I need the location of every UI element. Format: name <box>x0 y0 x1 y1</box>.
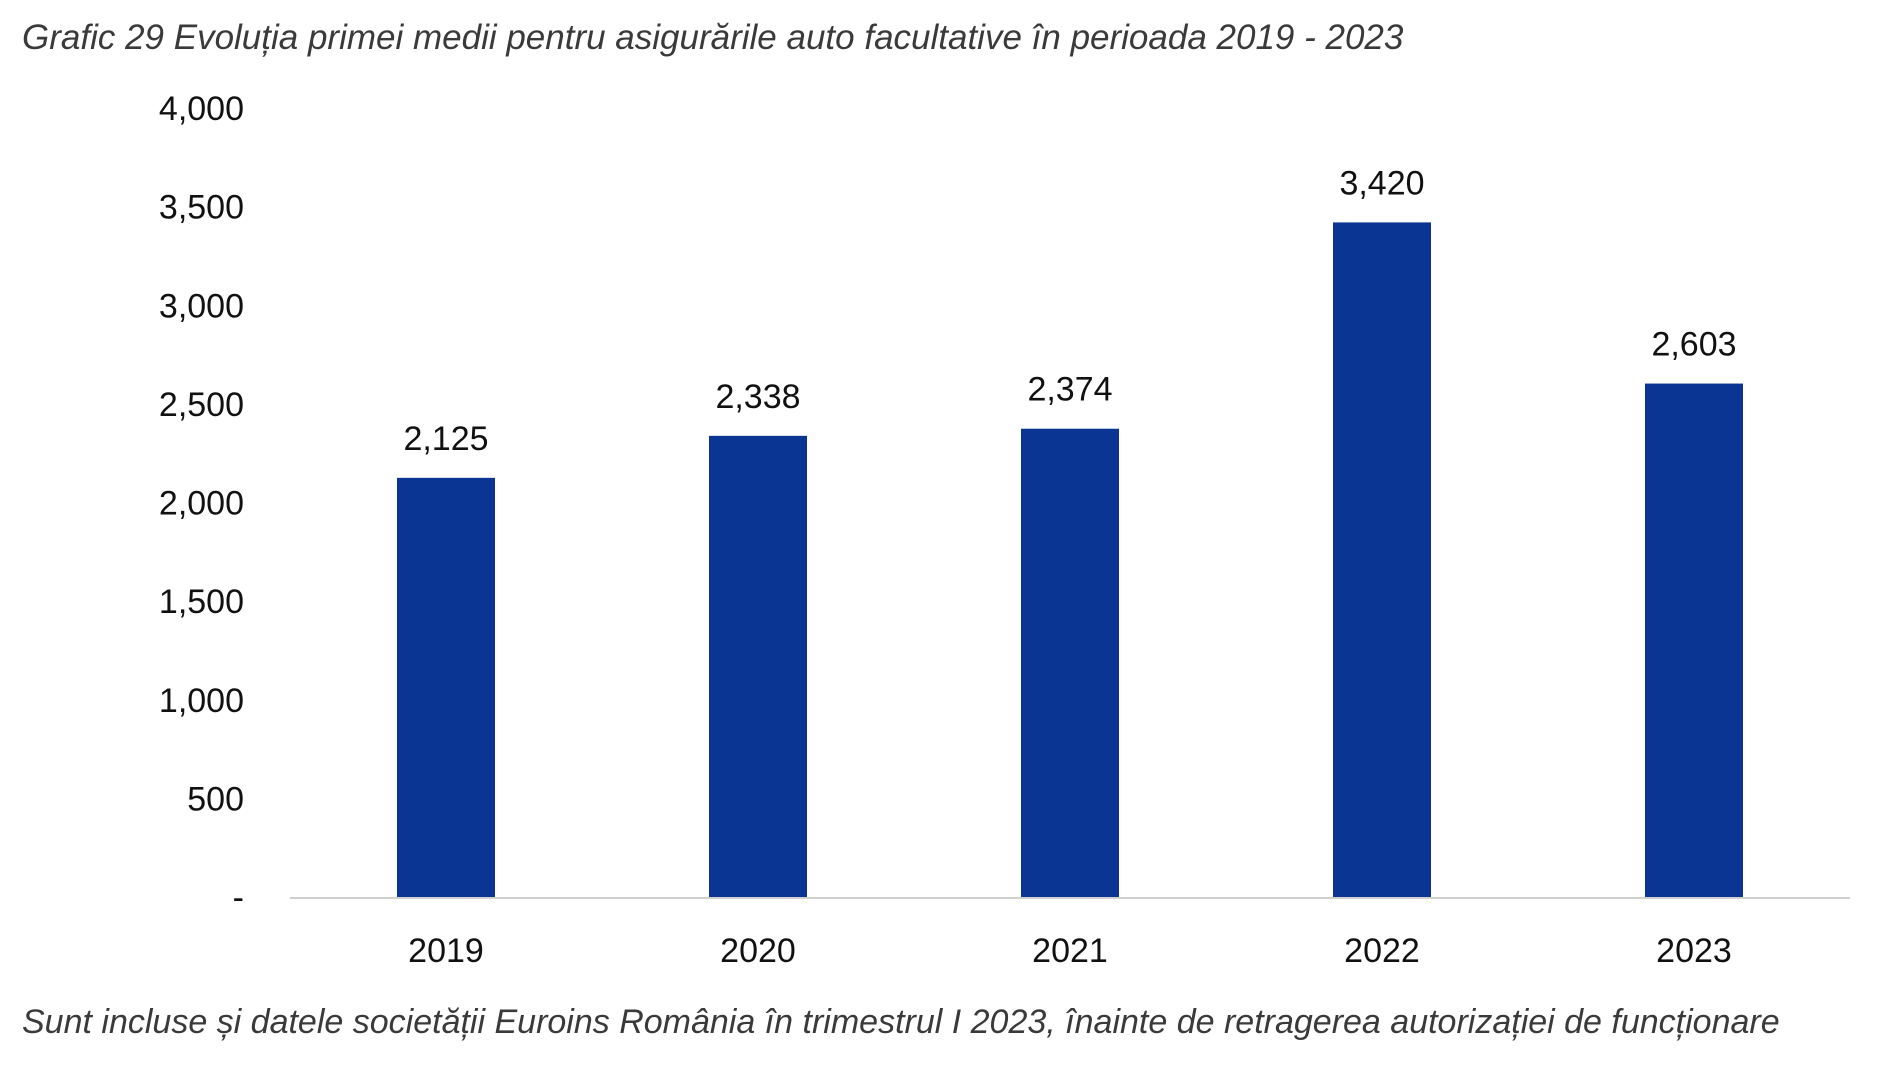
data-label-2022: 3,420 <box>1339 164 1424 202</box>
x-tick-label: 2021 <box>1032 932 1108 970</box>
data-label-2019: 2,125 <box>403 420 488 458</box>
bar-2019 <box>397 477 495 897</box>
bar-chart: -5001,0001,5002,0002,5003,0003,5004,000 … <box>159 90 1850 970</box>
x-axis: 2019 2020 2021 2022 2023 <box>290 897 1850 970</box>
bar-2020 <box>709 435 807 897</box>
x-tick-label: 2020 <box>720 932 796 970</box>
y-tick-label: 1,500 <box>159 583 244 621</box>
data-label-2020: 2,338 <box>715 378 800 416</box>
bar-2023 <box>1645 383 1743 898</box>
footnote: Sunt incluse și datele societății Euroin… <box>22 1003 1780 1041</box>
x-tick-label: 2023 <box>1656 932 1732 970</box>
y-tick-label: 1,000 <box>159 682 244 720</box>
data-label-2021: 2,374 <box>1027 371 1112 409</box>
y-tick-label: 3,500 <box>159 189 244 227</box>
bar-series <box>397 222 1743 898</box>
y-axis: - 500 1,000 1,500 2,000 2,500 3,000 3,500 4,000 <box>159 90 244 917</box>
data-label-2023: 2,603 <box>1651 326 1736 364</box>
y-tick-label: - <box>233 879 244 917</box>
y-tick-label: 500 <box>187 780 244 818</box>
y-tick-label: 2,000 <box>159 485 244 523</box>
bar-2021 <box>1021 428 1119 897</box>
chart-title: Grafic 29 Evoluția primei medii pentru a… <box>22 18 1404 57</box>
y-tick-label: 2,500 <box>159 386 244 424</box>
data-labels: 2,125 2,338 2,374 3,420 2,603 <box>403 164 1736 457</box>
x-tick-label: 2019 <box>408 932 484 970</box>
y-tick-label: 3,000 <box>159 287 244 325</box>
y-tick-label: 4,000 <box>159 90 244 128</box>
x-tick-label: 2022 <box>1344 932 1420 970</box>
bar-2022 <box>1333 222 1431 897</box>
